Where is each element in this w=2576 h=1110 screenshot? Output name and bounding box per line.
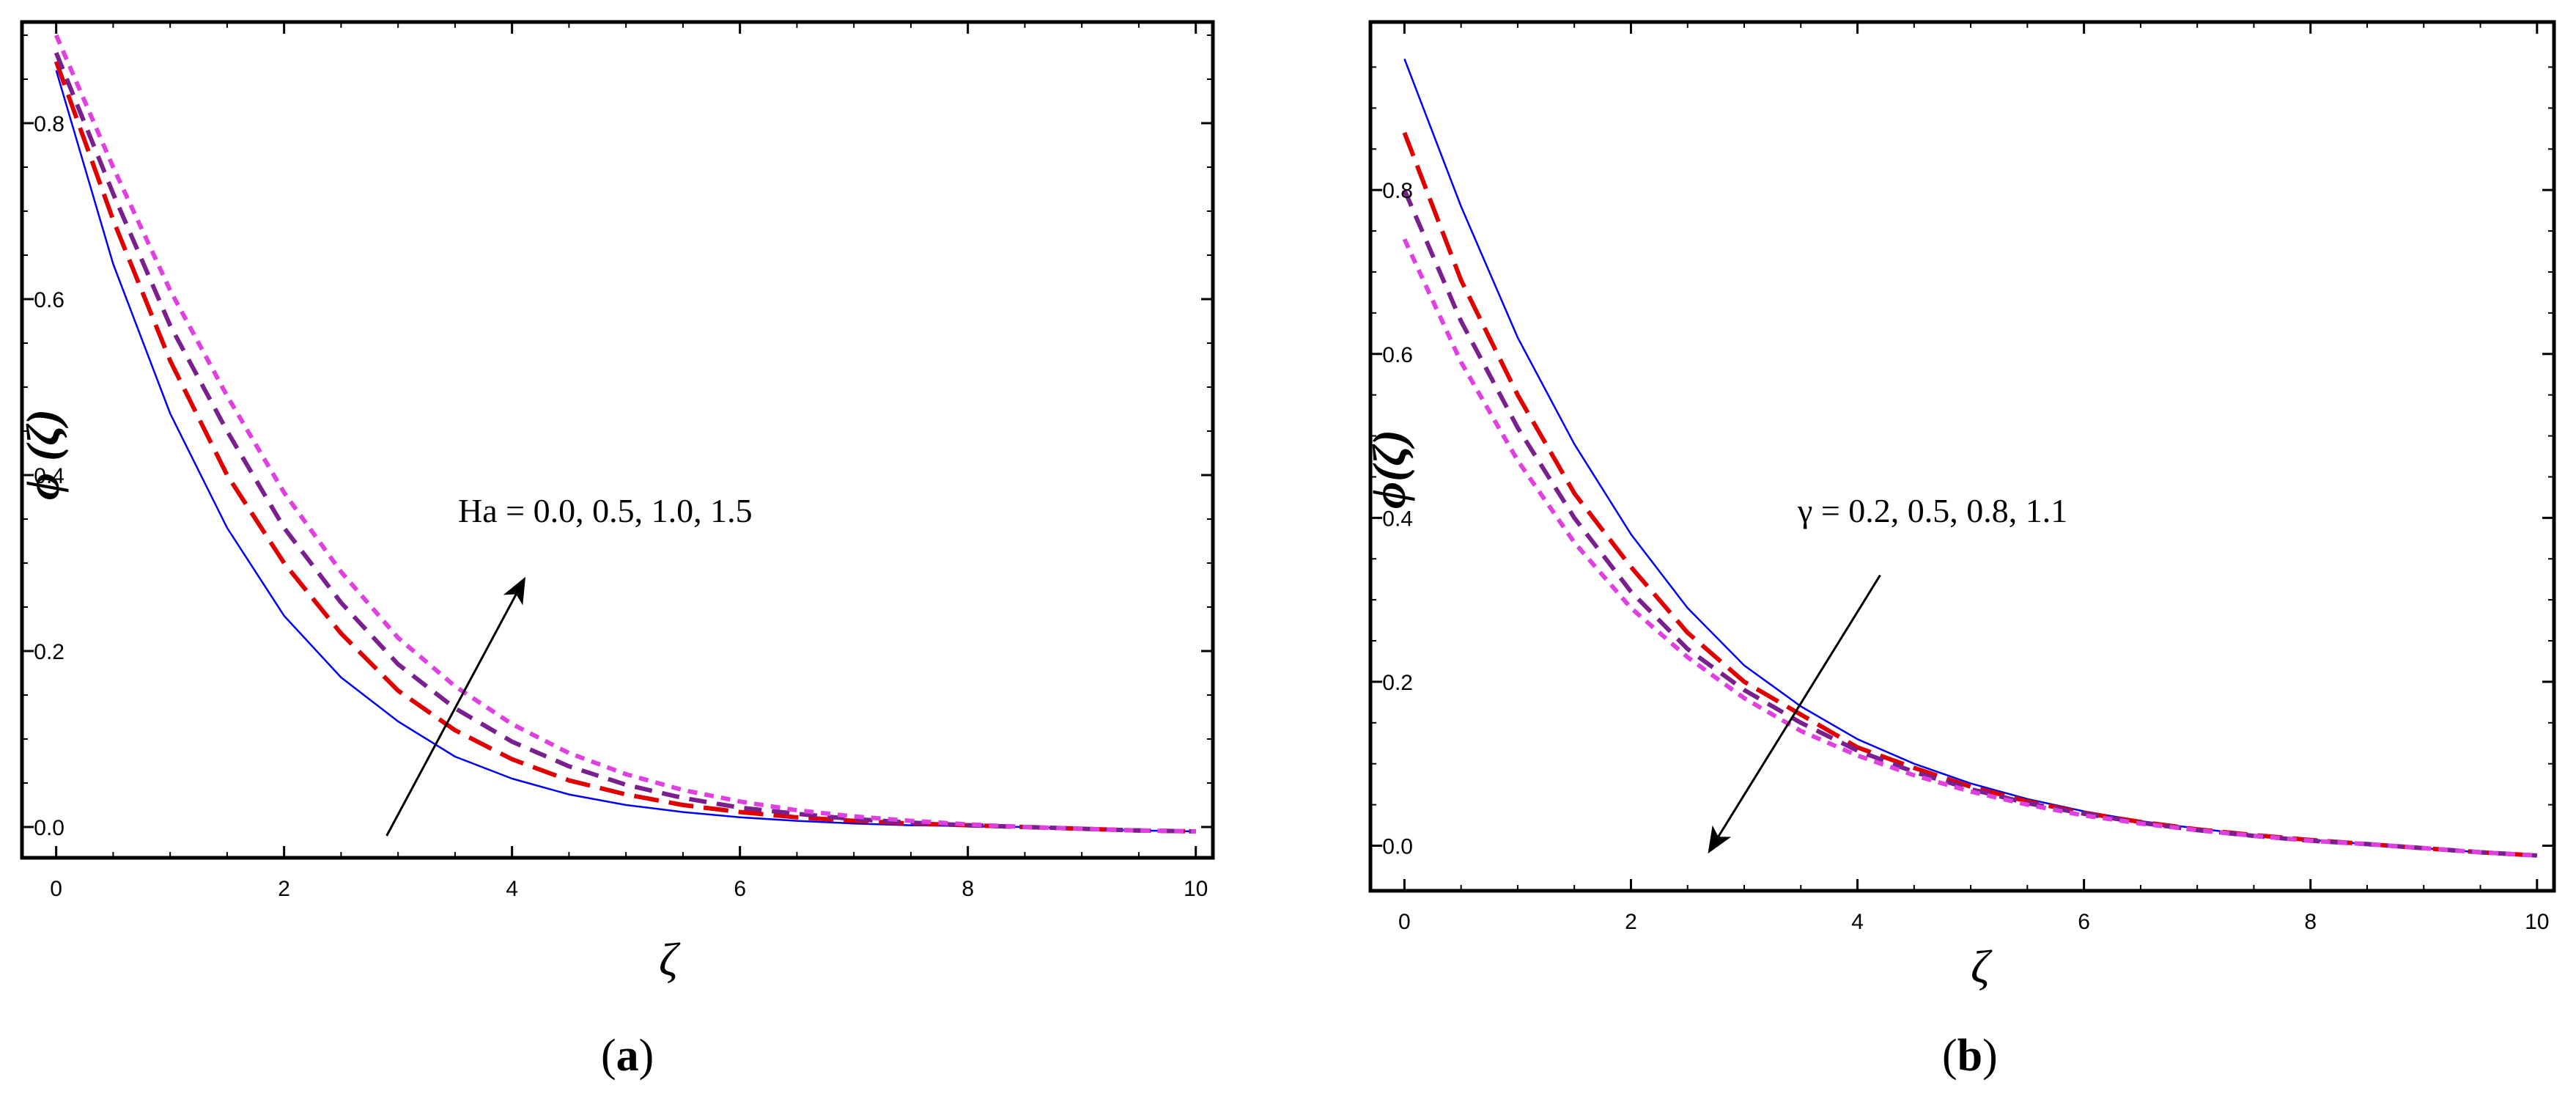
- chart-b-x-tick-label-0: 0: [1398, 910, 1411, 934]
- chart-a-x-axis-title: ζ: [659, 933, 681, 985]
- chart-a-y-tick-label-4: 0.8: [34, 112, 64, 136]
- chart-a-x-tick-label-0: 0: [50, 877, 62, 901]
- chart-b-annotation-arrow: [1708, 574, 1881, 854]
- chart-a-series-line-2: [53, 51, 1196, 834]
- chart-panel-a: 0 2 4 6 8 10 0.0 0.2 0.4 0.6 0.8 Ha = 0.0, 0.5, 1.0…: [17, 20, 1215, 1081]
- chart-b-y-tick-label-4: 0.8: [1382, 179, 1413, 203]
- caption-a: (a): [601, 1031, 654, 1081]
- chart-a-y-tick-label-2: 0.4: [34, 464, 64, 488]
- chart-b-y-axis-title: ϕ(ζ): [1363, 430, 1415, 509]
- chart-a-series-line-3: [53, 34, 1196, 834]
- chart-b-y-tick-label-3: 0.6: [1382, 343, 1413, 367]
- chart-b-y-tick-label-1: 0.2: [1382, 671, 1413, 695]
- chart-a-series-line-0: [55, 70, 1196, 833]
- caption-b: (b): [1942, 1031, 1998, 1081]
- chart-b-series-line-3: [1402, 238, 2537, 858]
- chart-a-x-tick-label-2: 4: [506, 877, 518, 901]
- chart-a-y-tick-label-3: 0.6: [34, 288, 64, 312]
- chart-a-x-tick-label-1: 2: [278, 877, 290, 901]
- chart-b-y-tick-label-2: 0.4: [1382, 507, 1413, 531]
- chart-b-plot-frame: [1368, 20, 2556, 893]
- chart-b-series-line-1: [1402, 131, 2537, 858]
- chart-a-x-tick-label-5: 10: [1184, 877, 1208, 901]
- chart-b-y-tick-label-0: 0.0: [1382, 835, 1413, 859]
- chart-a-x-tick-label-3: 6: [734, 877, 746, 901]
- chart-b-x-tick-label-4: 8: [2304, 910, 2317, 934]
- chart-panel-b: 0 2 4 6 8 10 0.0 0.2 0.4 0.6 0.8 γ = 0.2, 0.5, 0.8,…: [1290, 0, 2576, 1110]
- chart-a-y-tick-label-0: 0.0: [34, 816, 64, 840]
- chart-b-series-line-0: [1403, 58, 2537, 857]
- chart-b-x-tick-label-1: 2: [1625, 910, 1637, 934]
- chart-a-svg: 0 2 4 6 8 10 0.0 0.2 0.4 0.6 0.8 Ha = 0.0, 0.5, 1.0…: [17, 20, 1215, 985]
- chart-a-annotation-arrow: [385, 576, 526, 837]
- chart-b-annotation-label: γ = 0.2, 0.5, 0.8, 1.1: [1797, 492, 2067, 529]
- chart-a-y-tick-label-1: 0.2: [34, 640, 64, 664]
- chart-b-series-line-2: [1402, 189, 2537, 858]
- chart-b-x-tick-label-2: 4: [1851, 910, 1864, 934]
- chart-a-y-axis-title: ϕ (ζ): [17, 409, 69, 500]
- chart-b-x-tick-label-3: 6: [2078, 910, 2090, 934]
- chart-a-annotation-label: Ha = 0.0, 0.5, 1.0, 1.5: [458, 492, 753, 529]
- chart-b-svg: 0 2 4 6 8 10 0.0 0.2 0.4 0.6 0.8 γ = 0.2, 0.5, 0.8,…: [1363, 20, 2556, 993]
- chart-a-x-tick-label-4: 8: [962, 877, 974, 901]
- chart-b-x-axis-title: ζ: [1971, 941, 1993, 993]
- chart-a-plot-frame: [20, 20, 1215, 860]
- chart-a-series-line-1: [53, 60, 1196, 834]
- chart-b-x-tick-label-5: 10: [2525, 910, 2549, 934]
